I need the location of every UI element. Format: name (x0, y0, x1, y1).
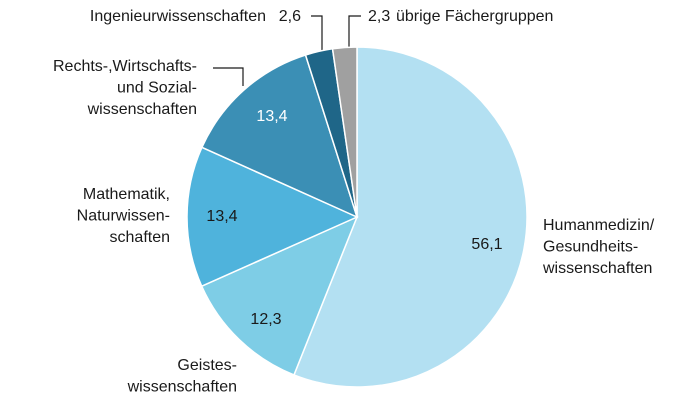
value-label: 56,1 (471, 236, 502, 253)
value-label: 13,4 (256, 108, 287, 125)
category-label: Rechts-,Wirtschafts-und Sozial-wissensch… (53, 58, 197, 118)
category-label: übrige Fächergruppen (396, 8, 553, 25)
category-label: Geistes-wissenschaften (127, 357, 237, 396)
leader-line (213, 67, 244, 86)
pie-slice (200, 215, 359, 376)
category-label: Mathematik, Naturwissen-schaften (77, 186, 170, 246)
value-label: 12,3 (250, 311, 281, 328)
pie-slice (331, 46, 358, 218)
category-label: Ingenieurwissenschaften (90, 8, 266, 25)
pie-slice (186, 146, 359, 288)
pie-slice (293, 46, 528, 388)
category-label: Humanmedizin/Gesundheits-wissenschaften (542, 217, 655, 277)
value-label: 2,3 (368, 8, 390, 25)
leader-line (311, 15, 323, 52)
value-label: 13,4 (206, 208, 237, 225)
value-label: 2,6 (279, 8, 301, 25)
leader-line (348, 15, 361, 50)
